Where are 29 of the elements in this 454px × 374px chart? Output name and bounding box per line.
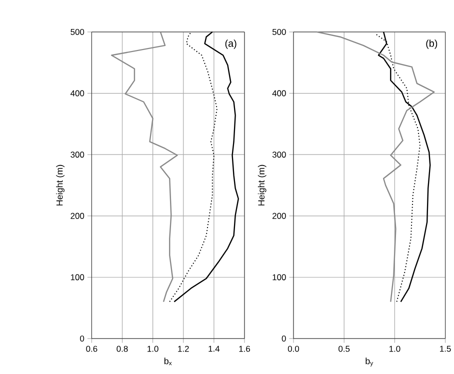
y-tick-label: 200 (272, 213, 286, 220)
line-series (110, 32, 178, 303)
y-tick-label: 300 (70, 152, 84, 158)
x-tick-label: 0.5 (338, 346, 350, 352)
x-tick-label: 1.4 (208, 346, 220, 352)
y-tick-label: 500 (70, 29, 84, 36)
y-tick-label: 400 (272, 90, 286, 96)
y-tick-label: 300 (272, 152, 286, 158)
x-tick-label: 1.6 (239, 346, 250, 352)
y-tick-label: 200 (70, 213, 84, 220)
y-tick-label: 100 (70, 274, 84, 280)
y-tick-label: 100 (272, 274, 286, 280)
y-axis-title: Height (m) (258, 165, 266, 206)
y-tick-label: 500 (272, 29, 286, 36)
x-tick-label: 0.6 (86, 346, 98, 352)
x-tick-label: 1.0 (389, 346, 400, 352)
y-axis-title: Height (m) (56, 165, 64, 206)
y-tick-label: 0 (282, 336, 286, 342)
y-tick-label: 400 (70, 90, 84, 96)
x-tick-label: 0.8 (116, 346, 128, 352)
annotation: (b) (426, 40, 438, 50)
x-axis-title: b$_{y}$ (366, 358, 374, 367)
x-tick-label: 1.2 (178, 346, 189, 352)
x-tick-label: 0.0 (288, 346, 300, 352)
x-tick-label: 1.0 (148, 346, 158, 352)
x-tick-label: 1.5 (440, 346, 451, 352)
annotation: (a) (225, 40, 236, 50)
x-axis-title: b$_{x}$ (164, 358, 172, 366)
y-tick-label: 0 (80, 336, 84, 342)
